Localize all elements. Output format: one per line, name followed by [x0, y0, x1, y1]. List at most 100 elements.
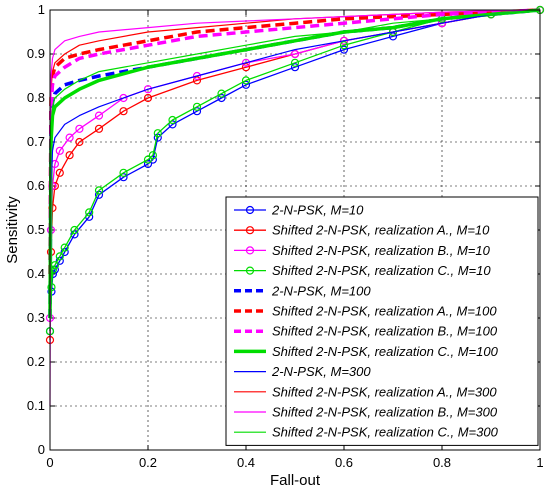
data-point	[65, 133, 74, 142]
tick-labels: 0 0.2 0.4 0.6 0.8 1 0 0.1 0.2 0.3 0.4 0.5 0.6 0.7 0.8 0…	[27, 2, 544, 470]
data-point	[143, 159, 153, 169]
data-point	[119, 173, 128, 182]
series-layer	[45, 5, 545, 407]
data-point	[192, 102, 202, 111]
y-tick-label: 0.5	[27, 222, 45, 237]
series-7	[48, 8, 541, 275]
legend-item: Shifted 2-N-PSK, realization A., M=100	[234, 304, 497, 319]
legend-label: Shifted 2-N-PSK, realization A., M=10	[272, 223, 490, 238]
legend-item: 2-N-PSK, M=100	[234, 283, 371, 298]
series-line	[48, 8, 541, 319]
legend-item: Shifted 2-N-PSK, realization B., M=100	[234, 324, 498, 339]
y-tick-label: 1	[38, 2, 45, 17]
series-line	[49, 9, 541, 407]
data-point	[55, 168, 64, 177]
data-point	[192, 107, 202, 116]
y-tick-label: 0.9	[27, 46, 45, 61]
series-line	[48, 8, 541, 275]
legend-label: 2-N-PSK, M=100	[271, 283, 371, 298]
x-tick-label: 0	[46, 455, 53, 470]
data-point	[153, 129, 162, 138]
legend-label: Shifted 2-N-PSK, realization C., M=100	[272, 344, 499, 359]
data-point	[148, 155, 157, 164]
y-tick-label: 0.6	[27, 178, 45, 193]
y-tick-label: 0	[38, 442, 45, 457]
data-point	[119, 168, 128, 177]
legend-item: Shifted 2-N-PSK, realization C., M=10	[234, 263, 491, 278]
data-point	[143, 155, 153, 164]
x-tick-label: 0.6	[335, 455, 353, 470]
data-point	[192, 71, 202, 81]
data-point	[60, 243, 69, 252]
legend-box	[225, 196, 539, 446]
series-6	[48, 8, 541, 275]
data-point	[217, 89, 226, 98]
data-point	[94, 111, 104, 120]
plot-frame	[49, 9, 541, 451]
data-point	[75, 137, 84, 147]
legend-marker	[245, 226, 255, 235]
data-point	[94, 186, 104, 195]
legend: 2-N-PSK, M=10 Shifted 2-N-PSK, realizatio…	[225, 196, 539, 446]
series-12	[49, 9, 541, 319]
y-tick-label: 0.1	[27, 398, 45, 413]
data-point	[148, 151, 157, 160]
series-8	[48, 8, 541, 319]
data-point	[241, 63, 251, 72]
series-line	[48, 8, 541, 275]
x-tick-label: 0.2	[139, 455, 157, 470]
y-tick-label: 0.4	[27, 266, 45, 281]
data-point	[290, 63, 300, 72]
data-point	[241, 76, 251, 85]
data-point	[55, 252, 64, 261]
legend-item: Shifted 2-N-PSK, realization B., M=10	[234, 243, 491, 258]
data-point	[75, 124, 84, 133]
data-point	[339, 41, 349, 50]
data-point	[143, 85, 153, 94]
data-point	[168, 120, 177, 129]
legend-label: Shifted 2-N-PSK, realization B., M=10	[272, 243, 491, 258]
series-line	[49, 9, 541, 319]
series-9	[49, 9, 541, 319]
legend-label: 2-N-PSK, M=300	[271, 364, 371, 379]
data-point	[70, 225, 79, 235]
data-point	[94, 124, 104, 133]
data-point	[290, 58, 300, 67]
data-point	[241, 80, 251, 89]
data-point	[119, 93, 128, 103]
legend-label: Shifted 2-N-PSK, realization C., M=10	[272, 263, 491, 278]
legend-label: Shifted 2-N-PSK, realization B., M=300	[272, 405, 498, 420]
series-line	[49, 9, 541, 319]
legend-item: Shifted 2-N-PSK, realization C., M=300	[234, 425, 499, 440]
legend-item: 2-N-PSK, M=10	[234, 203, 364, 218]
legend-item: Shifted 2-N-PSK, realization A., M=300	[234, 384, 497, 399]
data-point	[192, 76, 202, 85]
legend-item: Shifted 2-N-PSK, realization B., M=300	[234, 405, 498, 420]
series-11	[49, 9, 541, 407]
data-point	[339, 36, 349, 45]
data-point	[65, 151, 74, 160]
legend-label: Shifted 2-N-PSK, realization A., M=100	[272, 304, 497, 319]
legend-label: Shifted 2-N-PSK, realization C., M=300	[272, 425, 499, 440]
y-axis-label: Sensitivity	[4, 196, 21, 264]
legend-label: Shifted 2-N-PSK, realization B., M=100	[272, 324, 498, 339]
x-axis-label: Fall-out	[270, 472, 321, 489]
data-point	[217, 93, 226, 103]
data-point	[55, 146, 64, 155]
y-tick-label: 0.7	[27, 134, 45, 149]
legend-marker	[245, 266, 255, 275]
x-tick-label: 0.8	[433, 455, 451, 470]
data-point	[241, 58, 251, 67]
data-point	[85, 208, 94, 217]
x-tick-label: 0.4	[237, 455, 255, 470]
y-tick-label: 0.8	[27, 90, 45, 105]
data-point	[388, 32, 398, 41]
legend-marker	[245, 246, 255, 255]
legend-item: Shifted 2-N-PSK, realization C., M=100	[234, 344, 499, 359]
y-tick-label: 0.3	[27, 310, 45, 325]
legend-label: 2-N-PSK, M=10	[271, 203, 364, 218]
legend-label: Shifted 2-N-PSK, realization A., M=300	[272, 384, 497, 399]
legend-item: Shifted 2-N-PSK, realization A., M=10	[234, 223, 490, 238]
data-point	[290, 49, 300, 59]
